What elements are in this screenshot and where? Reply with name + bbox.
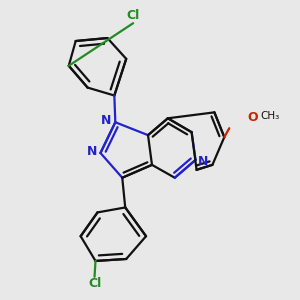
Text: CH₃: CH₃ (260, 111, 280, 121)
Text: N: N (101, 114, 112, 127)
Text: Cl: Cl (127, 9, 140, 22)
Text: N: N (198, 155, 208, 168)
Text: Cl: Cl (88, 277, 101, 290)
Text: O: O (247, 111, 258, 124)
Text: N: N (87, 145, 97, 158)
